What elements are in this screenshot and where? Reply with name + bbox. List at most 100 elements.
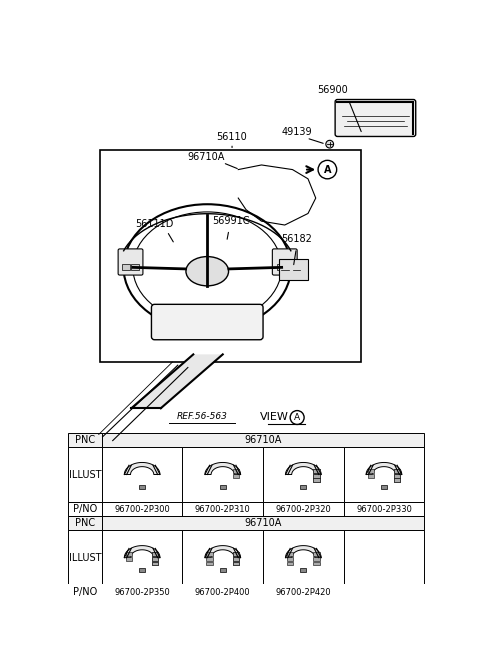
Bar <box>102 433 424 447</box>
Bar <box>152 552 158 556</box>
Polygon shape <box>132 354 223 408</box>
Bar <box>182 530 263 585</box>
FancyBboxPatch shape <box>118 249 143 275</box>
Polygon shape <box>205 546 240 558</box>
Text: PNC: PNC <box>75 435 95 445</box>
Bar <box>233 557 239 561</box>
Bar <box>102 447 182 502</box>
Bar <box>313 469 320 473</box>
Ellipse shape <box>186 256 228 286</box>
Text: REF.56-563: REF.56-563 <box>176 412 227 421</box>
Bar <box>139 568 145 572</box>
Text: 56900: 56900 <box>317 85 348 94</box>
Bar <box>233 469 239 473</box>
Bar <box>233 552 239 556</box>
Bar <box>394 478 400 482</box>
Text: VIEW: VIEW <box>260 412 288 422</box>
Bar <box>102 502 182 516</box>
Bar <box>126 552 132 556</box>
Text: 56991C: 56991C <box>212 216 249 226</box>
Text: A: A <box>294 413 300 422</box>
Bar <box>152 562 158 565</box>
Bar <box>152 562 158 565</box>
Text: P/NO: P/NO <box>72 504 97 514</box>
Bar <box>313 474 320 478</box>
Text: 96700-2P320: 96700-2P320 <box>276 504 331 514</box>
Polygon shape <box>286 462 321 474</box>
Text: 96710A: 96710A <box>187 152 224 161</box>
Bar <box>182 447 263 502</box>
Bar <box>394 474 400 478</box>
Bar <box>286 264 294 270</box>
Text: 96700-2P300: 96700-2P300 <box>114 504 170 514</box>
Bar <box>182 502 263 516</box>
Polygon shape <box>205 462 240 474</box>
Bar <box>313 562 320 565</box>
Bar <box>220 568 226 572</box>
Bar <box>394 478 400 482</box>
Bar <box>287 557 293 561</box>
Bar <box>68 516 102 530</box>
Bar <box>278 259 308 281</box>
Bar <box>368 474 374 478</box>
Text: P/NO: P/NO <box>72 587 97 598</box>
Text: 96700-2P400: 96700-2P400 <box>195 588 251 597</box>
Bar <box>132 264 139 270</box>
Bar <box>122 264 130 270</box>
Polygon shape <box>286 546 321 558</box>
Bar <box>233 552 239 556</box>
Bar <box>102 530 182 585</box>
Bar <box>263 502 344 516</box>
Text: 96710A: 96710A <box>244 518 282 528</box>
Bar <box>220 485 226 489</box>
Bar <box>139 485 145 489</box>
Bar <box>394 474 400 478</box>
Bar <box>313 478 320 482</box>
Text: PNC: PNC <box>75 518 95 528</box>
Text: 49139: 49139 <box>281 127 312 137</box>
Bar <box>313 557 320 561</box>
Bar <box>126 557 132 561</box>
FancyBboxPatch shape <box>272 249 297 275</box>
Bar <box>68 433 102 447</box>
Text: 56182: 56182 <box>281 234 312 244</box>
Bar <box>300 485 306 489</box>
Text: 96700-2P330: 96700-2P330 <box>356 504 412 514</box>
Text: 96710A: 96710A <box>244 435 282 445</box>
Bar <box>233 557 239 561</box>
Bar <box>344 585 424 599</box>
Bar <box>263 447 344 502</box>
Bar <box>206 552 213 556</box>
Bar <box>68 585 102 599</box>
Bar <box>152 552 158 556</box>
Bar <box>287 562 293 565</box>
FancyBboxPatch shape <box>335 100 416 136</box>
Bar <box>68 502 102 516</box>
Bar <box>233 562 239 565</box>
Bar <box>287 552 293 556</box>
FancyBboxPatch shape <box>152 304 263 340</box>
Bar <box>344 502 424 516</box>
Text: 56111D: 56111D <box>135 218 174 228</box>
Polygon shape <box>124 462 160 474</box>
Polygon shape <box>366 462 402 474</box>
Bar <box>100 150 360 362</box>
Bar <box>300 568 306 572</box>
Text: 96700-2P420: 96700-2P420 <box>276 588 331 597</box>
Bar <box>313 469 320 473</box>
Bar <box>313 552 320 556</box>
Bar <box>313 478 320 482</box>
Text: A: A <box>324 165 331 174</box>
Text: 96700-2P310: 96700-2P310 <box>195 504 251 514</box>
Bar <box>381 485 387 489</box>
Bar <box>68 530 102 585</box>
Bar <box>102 516 424 530</box>
Bar <box>68 447 102 502</box>
Bar <box>368 469 374 473</box>
Bar <box>233 474 239 478</box>
Circle shape <box>290 411 304 424</box>
Bar <box>263 585 344 599</box>
Bar <box>152 557 158 561</box>
Bar <box>206 557 213 561</box>
Text: ILLUST: ILLUST <box>69 470 101 480</box>
